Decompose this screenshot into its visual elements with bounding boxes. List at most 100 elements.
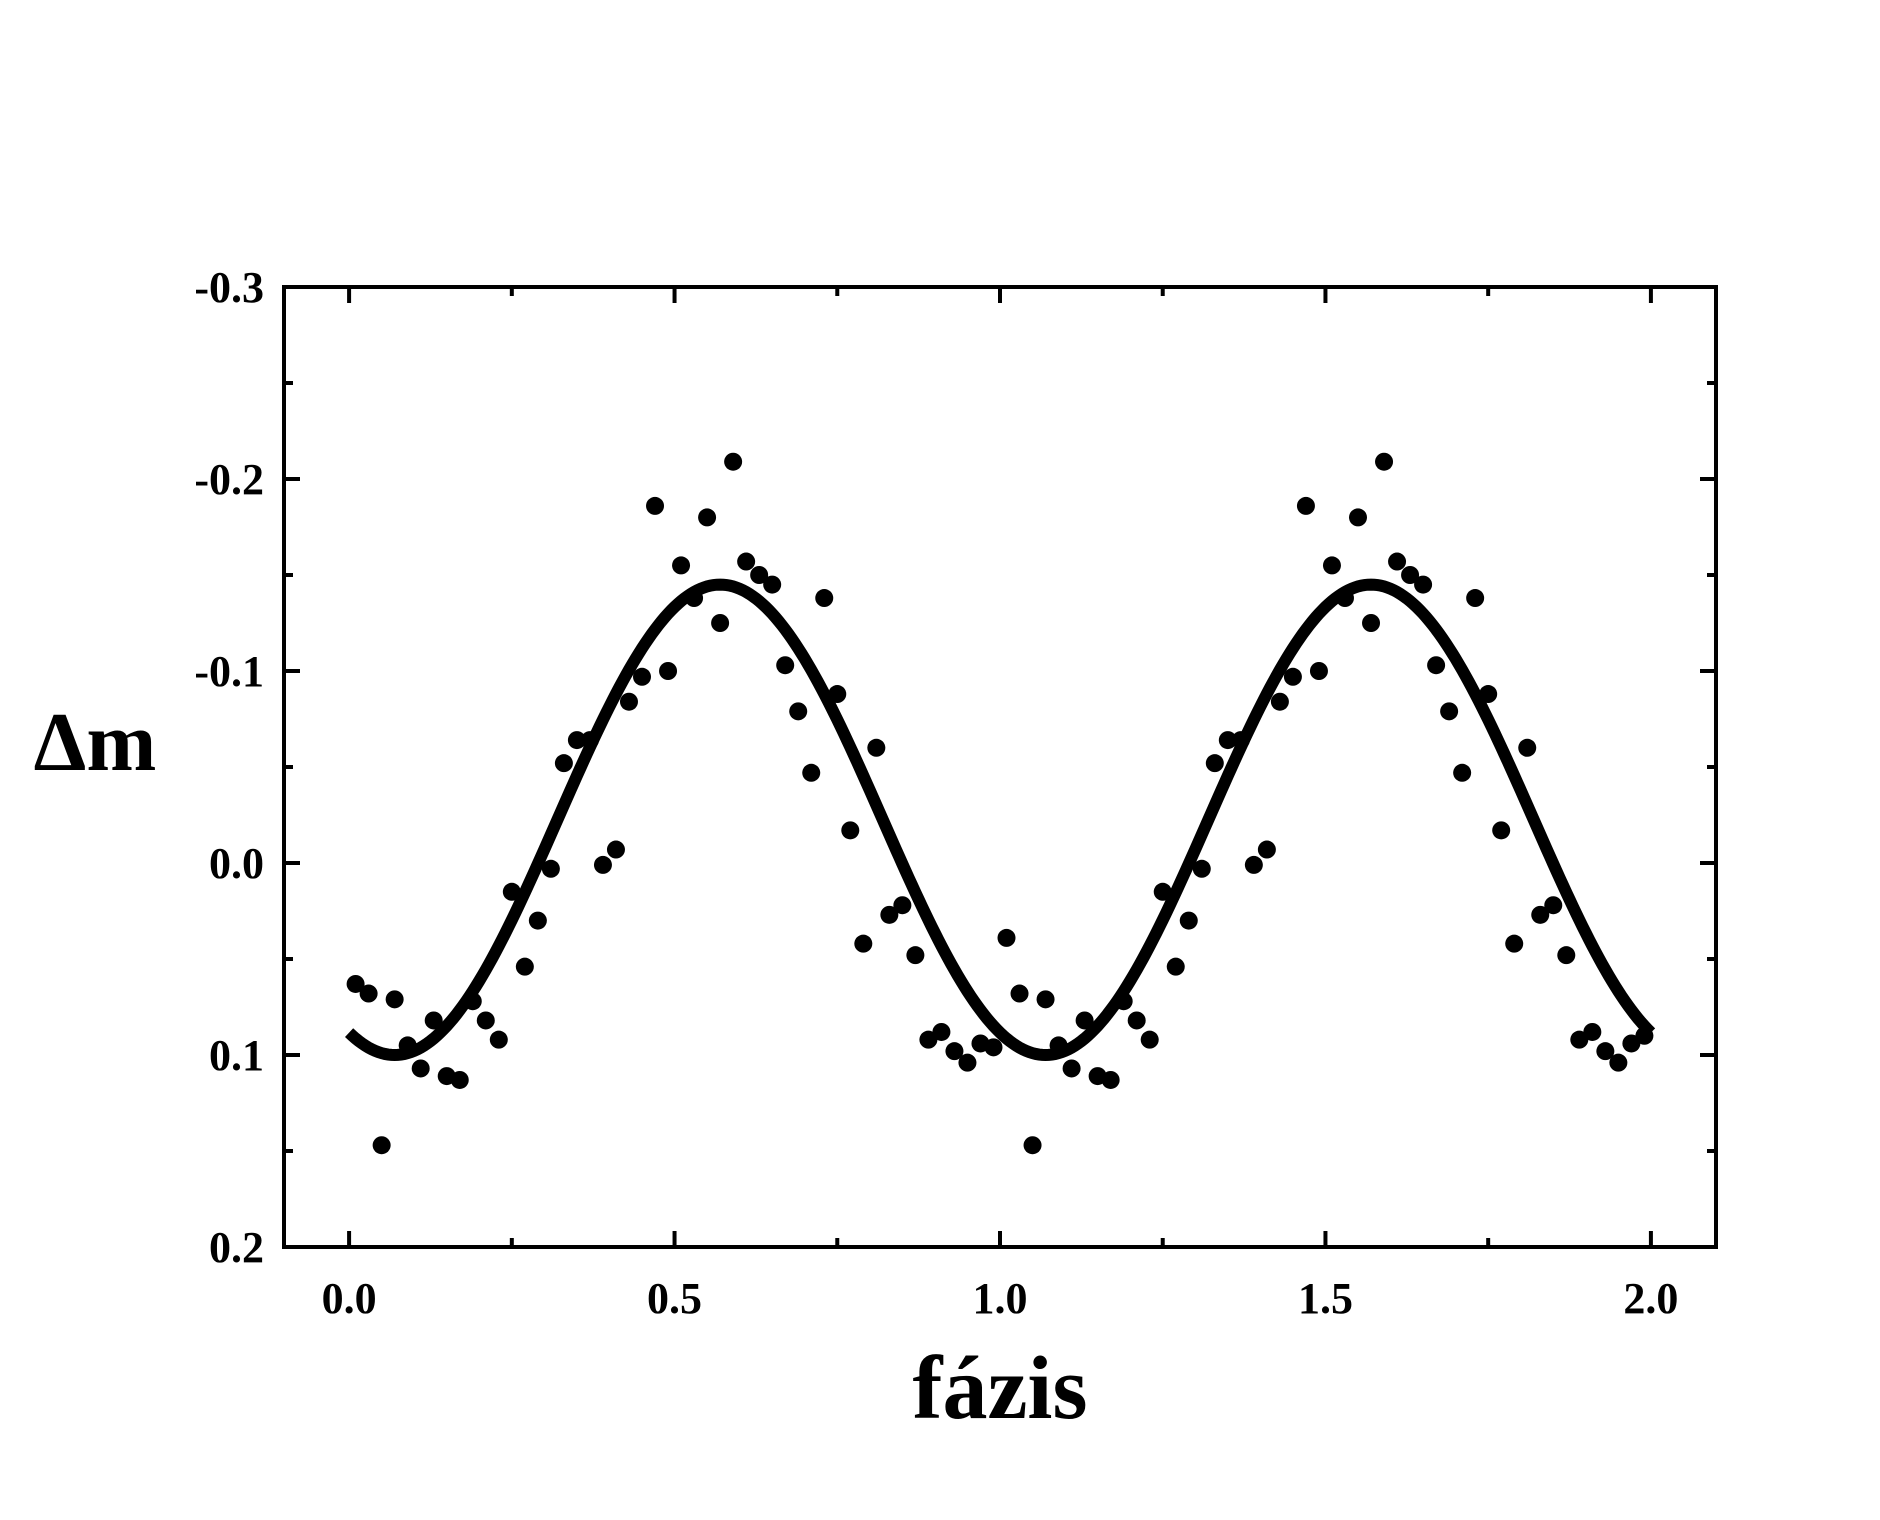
y-tick-label: -0.1 bbox=[194, 647, 264, 696]
data-point bbox=[1453, 763, 1472, 782]
data-point bbox=[359, 984, 378, 1003]
data-point bbox=[1583, 1022, 1602, 1041]
y-tick-label: 0.0 bbox=[209, 839, 264, 888]
data-point bbox=[1479, 685, 1498, 704]
data-point bbox=[1127, 1011, 1146, 1030]
data-point bbox=[1635, 1026, 1654, 1045]
data-point bbox=[1414, 575, 1433, 594]
data-point bbox=[1335, 589, 1354, 608]
data-point bbox=[633, 667, 651, 686]
data-point bbox=[489, 1030, 508, 1049]
data-point bbox=[828, 685, 847, 704]
x-tick-label: 0.0 bbox=[322, 1274, 377, 1323]
x-tick-label: 2.0 bbox=[1623, 1274, 1678, 1323]
data-point bbox=[1192, 859, 1211, 878]
data-point bbox=[932, 1022, 951, 1041]
data-point bbox=[893, 896, 912, 915]
y-tick-label: -0.2 bbox=[194, 455, 264, 504]
data-point bbox=[619, 692, 638, 711]
fit-curve bbox=[344, 578, 1656, 1062]
data-point bbox=[1609, 1053, 1628, 1072]
data-point bbox=[372, 1136, 391, 1155]
data-point bbox=[1283, 667, 1302, 686]
data-point bbox=[515, 957, 534, 976]
data-point bbox=[672, 556, 691, 575]
data-point bbox=[711, 614, 730, 632]
data-point bbox=[411, 1059, 430, 1078]
data-point bbox=[1075, 1011, 1094, 1030]
x-tick-label: 1.0 bbox=[973, 1274, 1028, 1323]
data-point bbox=[724, 452, 743, 471]
data-point bbox=[789, 702, 808, 721]
data-point bbox=[763, 575, 782, 594]
data-point bbox=[1114, 992, 1133, 1011]
data-point bbox=[1349, 508, 1367, 527]
tick-labels: 0.0 0.5 1.0 1.5 2.0 -0.3 -0.2 -0.1 0.0 0.1 0.2 bbox=[194, 263, 1678, 1323]
data-point bbox=[945, 1042, 964, 1061]
data-point bbox=[1036, 990, 1055, 1009]
data-point bbox=[1401, 566, 1420, 584]
data-point bbox=[815, 589, 834, 608]
data-point bbox=[1596, 1042, 1615, 1061]
data-point bbox=[750, 566, 769, 584]
data-point bbox=[698, 508, 717, 527]
data-point bbox=[854, 934, 873, 953]
data-point bbox=[802, 763, 821, 782]
data-point bbox=[659, 662, 678, 680]
data-point bbox=[1375, 452, 1394, 471]
data-point bbox=[528, 911, 547, 930]
x-tick-label: 0.5 bbox=[647, 1274, 702, 1323]
data-point bbox=[1231, 731, 1250, 750]
data-point bbox=[880, 905, 899, 924]
data-point bbox=[841, 821, 860, 840]
data-point bbox=[1531, 905, 1550, 924]
data-point bbox=[1205, 754, 1224, 773]
data-point bbox=[398, 1036, 417, 1055]
data-point bbox=[1322, 556, 1341, 575]
data-point bbox=[1218, 731, 1237, 750]
data-point bbox=[1010, 984, 1029, 1003]
data-point bbox=[476, 1011, 495, 1030]
data-point bbox=[1140, 1030, 1159, 1049]
data-point bbox=[1023, 1136, 1042, 1155]
data-point bbox=[385, 990, 404, 1009]
data-point bbox=[646, 496, 665, 515]
data-point bbox=[463, 992, 482, 1011]
data-point bbox=[1244, 855, 1263, 874]
data-point bbox=[1270, 692, 1289, 711]
data-point bbox=[424, 1011, 443, 1030]
data-point bbox=[1062, 1059, 1081, 1078]
data-point bbox=[867, 738, 886, 757]
data-point bbox=[450, 1070, 469, 1089]
data-point bbox=[1570, 1030, 1589, 1049]
data-point bbox=[1518, 738, 1537, 757]
data-point bbox=[1440, 702, 1459, 721]
data-point bbox=[541, 859, 560, 878]
data-point bbox=[906, 946, 925, 965]
data-point bbox=[1179, 911, 1198, 930]
data-point bbox=[1388, 552, 1407, 571]
x-axis-title: fázis bbox=[913, 1339, 1088, 1438]
x-tick-label: 1.5 bbox=[1298, 1274, 1353, 1323]
data-point bbox=[685, 589, 704, 608]
data-point bbox=[984, 1038, 1003, 1057]
data-point bbox=[606, 840, 625, 859]
data-point bbox=[1257, 840, 1276, 859]
y-axis-title: Δm bbox=[34, 696, 157, 789]
data-point bbox=[1544, 896, 1563, 915]
data-point bbox=[346, 974, 365, 993]
data-point bbox=[1466, 589, 1485, 608]
data-point bbox=[1153, 882, 1172, 901]
data-point bbox=[737, 552, 756, 571]
data-point bbox=[1492, 821, 1511, 840]
data-point bbox=[1166, 957, 1185, 976]
axis-ticks bbox=[284, 285, 1716, 1249]
data-point bbox=[919, 1030, 938, 1049]
data-point bbox=[776, 656, 795, 675]
data-point bbox=[1362, 614, 1381, 632]
data-point bbox=[958, 1053, 977, 1072]
data-point bbox=[1557, 946, 1576, 965]
data-points bbox=[346, 452, 1654, 1155]
data-point bbox=[580, 731, 599, 750]
